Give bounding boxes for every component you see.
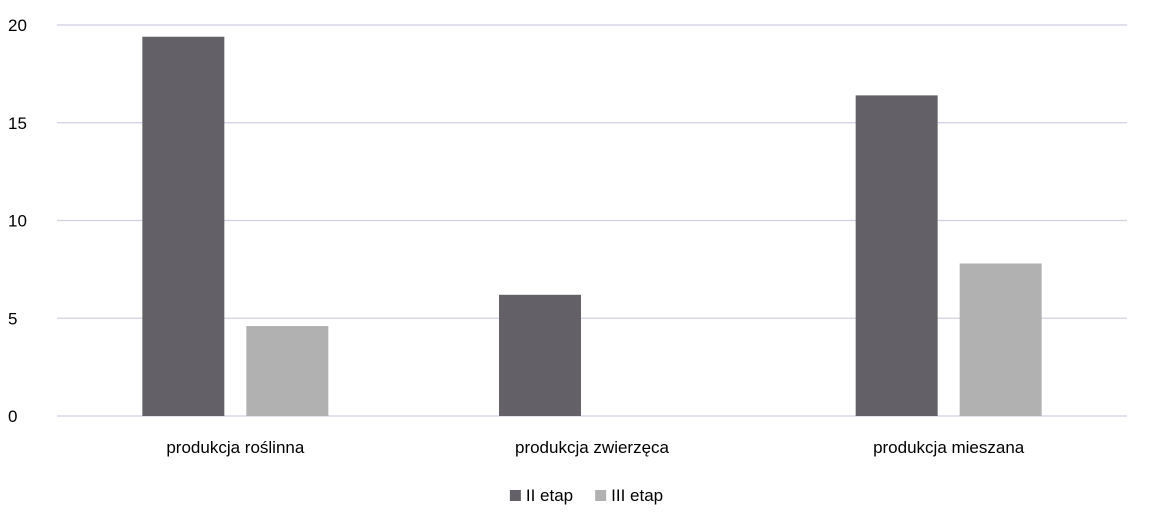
bar-1-1 (142, 36, 225, 416)
bar-1-3 (855, 95, 938, 416)
x-axis-category-labels: produkcja roślinna produkcja zwierzęca pro… (166, 438, 1024, 457)
y-tick-label: 15 (8, 114, 27, 133)
legend: II etap III etap (509, 486, 663, 505)
legend-swatch (509, 490, 521, 501)
legend-swatch (595, 490, 607, 501)
bar-2-1 (246, 326, 329, 416)
bar-1-2 (499, 294, 581, 416)
gridlines (57, 24, 1127, 417)
x-category-label: produkcja zwierzęca (515, 438, 670, 457)
y-tick-label: 0 (8, 407, 17, 426)
y-tick-label: 5 (8, 309, 17, 328)
x-category-label: produkcja roślinna (166, 438, 305, 457)
y-tick-label: 20 (8, 16, 27, 35)
legend-label: II etap (526, 486, 573, 505)
legend-item: III etap (595, 486, 663, 505)
y-tick-label: 10 (8, 212, 27, 231)
legend-label: III etap (611, 486, 663, 505)
bars (142, 36, 1042, 416)
legend-item: II etap (509, 486, 573, 505)
x-category-label: produkcja mieszana (873, 438, 1025, 457)
y-axis-tick-labels: 0 5 10 15 20 (8, 16, 27, 426)
bar-2-3 (959, 263, 1042, 416)
